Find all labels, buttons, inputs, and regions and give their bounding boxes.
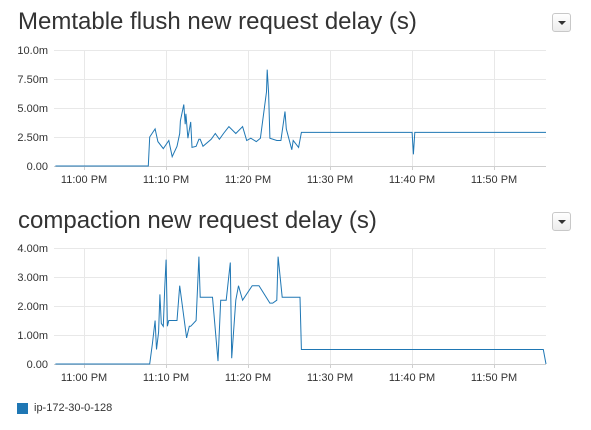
series-line-ip-172-30-0-128: [55, 69, 546, 167]
x-tick-label: 11:00 PM: [61, 174, 107, 186]
x-tick-label: 11:10 PM: [143, 372, 189, 384]
x-tick-label: 11:40 PM: [389, 372, 435, 384]
y-tick-label: 0.00: [27, 359, 48, 371]
y-tick-label: 4.00m: [17, 243, 48, 255]
x-tick-label: 11:40 PM: [389, 174, 435, 186]
caret-down-icon: [558, 21, 566, 25]
chart-memtable-flush: 0.00 2.50m 5.00m 7.50m 10.0m 11:00 PM 11:10 PM…: [17, 45, 546, 186]
legend-swatch: [17, 402, 28, 414]
panel-title-compaction: compaction new request delay (s): [18, 207, 377, 234]
y-tick-label: 0.00: [27, 161, 48, 173]
x-tick-label: 11:10 PM: [143, 174, 189, 186]
y-tick-label: 10.0m: [17, 45, 48, 57]
panel-menu-button-memtable-flush[interactable]: [552, 13, 571, 32]
y-tick-label: 3.00m: [17, 272, 48, 284]
x-tick-label: 11:30 PM: [307, 174, 353, 186]
y-tick-label: 7.50m: [17, 74, 48, 86]
y-tick-label: 2.50m: [17, 132, 48, 144]
y-tick-label: 5.00m: [17, 103, 48, 115]
panel-menu-button-compaction[interactable]: [552, 212, 571, 231]
x-tick-label: 11:00 PM: [61, 372, 107, 384]
panel-title-memtable-flush: Memtable flush new request delay (s): [18, 8, 417, 35]
series-line-ip-172-30-0-128: [55, 256, 547, 365]
legend: ip-172-30-0-128: [17, 401, 112, 415]
y-tick-label: 2.00m: [17, 301, 48, 313]
x-tick-label: 11:30 PM: [307, 372, 353, 384]
x-tick-label: 11:50 PM: [471, 372, 517, 384]
x-tick-label: 11:50 PM: [471, 174, 517, 186]
y-tick-label: 1.00m: [17, 330, 48, 342]
x-tick-label: 11:20 PM: [225, 372, 271, 384]
x-tick-label: 11:20 PM: [225, 174, 271, 186]
caret-down-icon: [558, 220, 566, 224]
chart-compaction: 0.00 1.00m 2.00m 3.00m 4.00m 11:00 PM 11:10 PM…: [17, 243, 547, 384]
legend-label: ip-172-30-0-128: [34, 402, 113, 414]
